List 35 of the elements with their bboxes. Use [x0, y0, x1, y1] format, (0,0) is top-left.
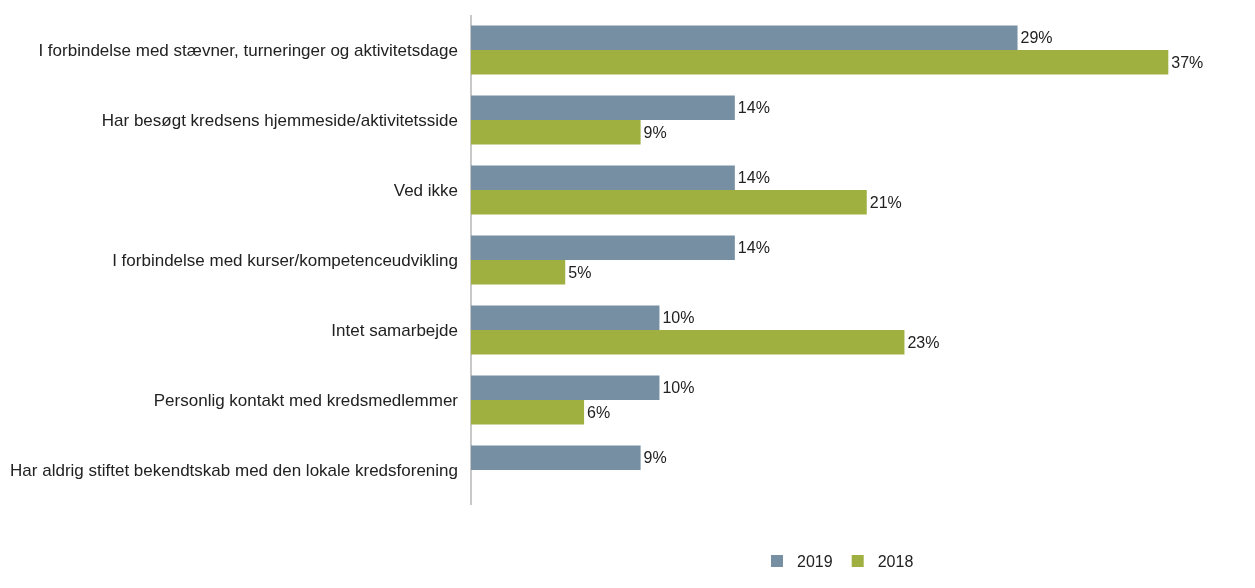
data-label: 5% [568, 263, 592, 281]
data-label: 14% [737, 99, 770, 117]
bar [471, 445, 641, 470]
bar [471, 400, 585, 425]
y-tick-label: Personlig kontakt med kredsmedlemmer [153, 390, 459, 410]
bar [471, 375, 660, 400]
bar [471, 165, 735, 190]
y-tick-label: Ved ikke [393, 180, 458, 200]
data-label: 9% [643, 123, 667, 141]
y-tick-label: I forbindelse med kurser/kompetenceudvikling [112, 250, 458, 270]
legend-label: 2019 [797, 553, 833, 571]
y-tick-label: I forbindelse med stævner, turneringer og aktivitetsdage [38, 40, 458, 60]
data-label: 6% [587, 403, 611, 421]
bar [471, 25, 1018, 50]
data-label: 9% [643, 449, 667, 467]
legend-label: 2018 [877, 553, 914, 571]
data-label: 29% [1020, 29, 1053, 47]
data-label: 23% [907, 333, 940, 351]
bar [471, 50, 1169, 75]
y-tick-label: Intet samarbejde [331, 320, 458, 340]
y-tick-label: Har aldrig stiftet bekendtskab med den lokale kredsforening [10, 460, 458, 480]
y-tick-label: Har besøgt kredsens hjemmeside/aktivitetsside [101, 110, 458, 130]
bar [471, 235, 735, 260]
bar [471, 260, 566, 285]
bar [471, 305, 660, 330]
data-label: 14% [737, 239, 770, 257]
data-label: 37% [1171, 53, 1204, 71]
bar [471, 190, 867, 215]
data-label: 14% [737, 169, 770, 187]
data-label: 10% [662, 379, 695, 397]
data-label: 10% [662, 309, 695, 327]
data-label: 21% [869, 193, 902, 211]
bar [471, 330, 905, 355]
bar [471, 120, 641, 145]
bar [471, 95, 735, 120]
